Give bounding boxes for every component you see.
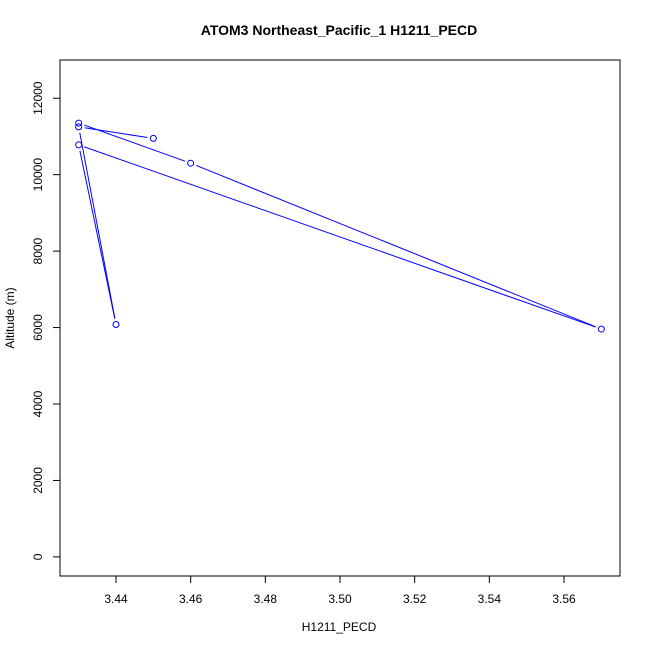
y-axis-label: Altitude (m) [3, 287, 17, 348]
y-axis: 0 2000 4000 6000 8000 10000 12000 [31, 81, 61, 560]
chart-title: ATOM3 Northeast_Pacific_1 H1211_PECD [201, 22, 478, 38]
data-point [112, 320, 120, 328]
x-tick-label: 3.54 [478, 592, 502, 606]
y-tick-label: 10000 [31, 158, 45, 192]
series-line-segment [84, 124, 186, 162]
data-point [75, 119, 83, 127]
data-point [187, 159, 195, 167]
data-point [597, 325, 605, 333]
y-tick-label: 6000 [31, 314, 45, 341]
data-point [75, 123, 83, 131]
data-point [149, 134, 157, 142]
x-axis-label: H1211_PECD [302, 620, 377, 634]
x-tick-label: 3.48 [254, 592, 278, 606]
x-tick-label: 3.52 [403, 592, 427, 606]
x-axis: 3.44 3.46 3.48 3.50 3.52 3.54 3.56 [104, 575, 576, 606]
data-point [75, 141, 83, 149]
series-0 [75, 119, 605, 333]
x-tick-label: 3.44 [104, 592, 128, 606]
series-line-segment [84, 146, 596, 328]
x-tick-label: 3.46 [179, 592, 203, 606]
y-tick-label: 12000 [31, 81, 45, 115]
y-tick-label: 2000 [31, 467, 45, 494]
series-line-segment [79, 132, 116, 319]
y-tick-label: 4000 [31, 390, 45, 417]
series-layer [75, 119, 605, 333]
series-line-segment [79, 150, 116, 319]
series-line-segment [196, 164, 596, 328]
x-tick-label: 3.56 [552, 592, 576, 606]
y-tick-label: 8000 [31, 237, 45, 264]
y-tick-label: 0 [31, 553, 45, 560]
x-tick-label: 3.50 [328, 592, 352, 606]
